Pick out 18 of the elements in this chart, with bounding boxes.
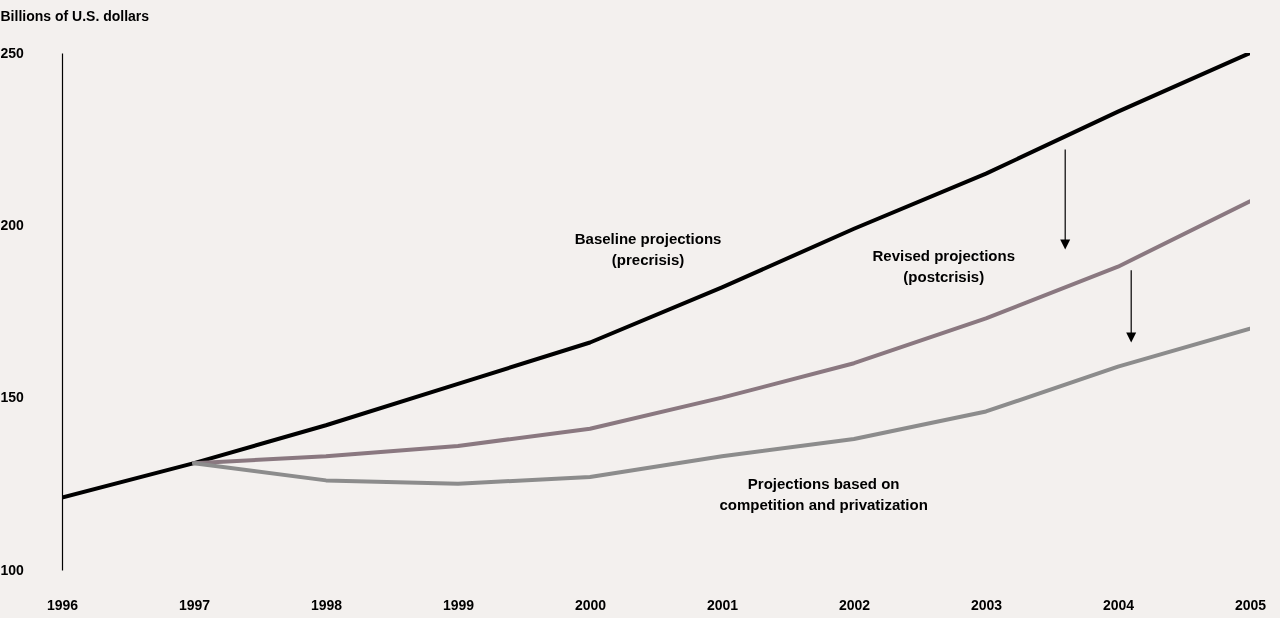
y-tick-label: 250 xyxy=(0,44,25,61)
y-tick-label: 150 xyxy=(0,389,25,406)
x-tick-label: 1998 xyxy=(310,596,343,613)
x-tick-label: 2002 xyxy=(838,596,871,613)
x-tick-label: 2003 xyxy=(970,596,1003,613)
y-axis-title: Billions of U.S. dollars xyxy=(0,7,150,24)
x-tick-label: 2001 xyxy=(706,596,739,613)
y-tick-label: 200 xyxy=(0,216,25,233)
x-tick-label: 1999 xyxy=(442,596,475,613)
x-tick-label: 2005 xyxy=(1234,596,1267,613)
y-tick-label: 100 xyxy=(0,561,25,578)
x-tick-label: 1996 xyxy=(46,596,79,613)
series-label: Revised projections (postcrisis) xyxy=(872,247,1016,286)
series-label: Projections based on competition and privatization xyxy=(719,474,928,513)
x-tick-label: 2000 xyxy=(574,596,607,613)
x-tick-label: 1997 xyxy=(178,596,211,613)
series-label: Baseline projections (precrisis) xyxy=(574,230,722,269)
x-tick-label: 2004 xyxy=(1102,596,1135,613)
